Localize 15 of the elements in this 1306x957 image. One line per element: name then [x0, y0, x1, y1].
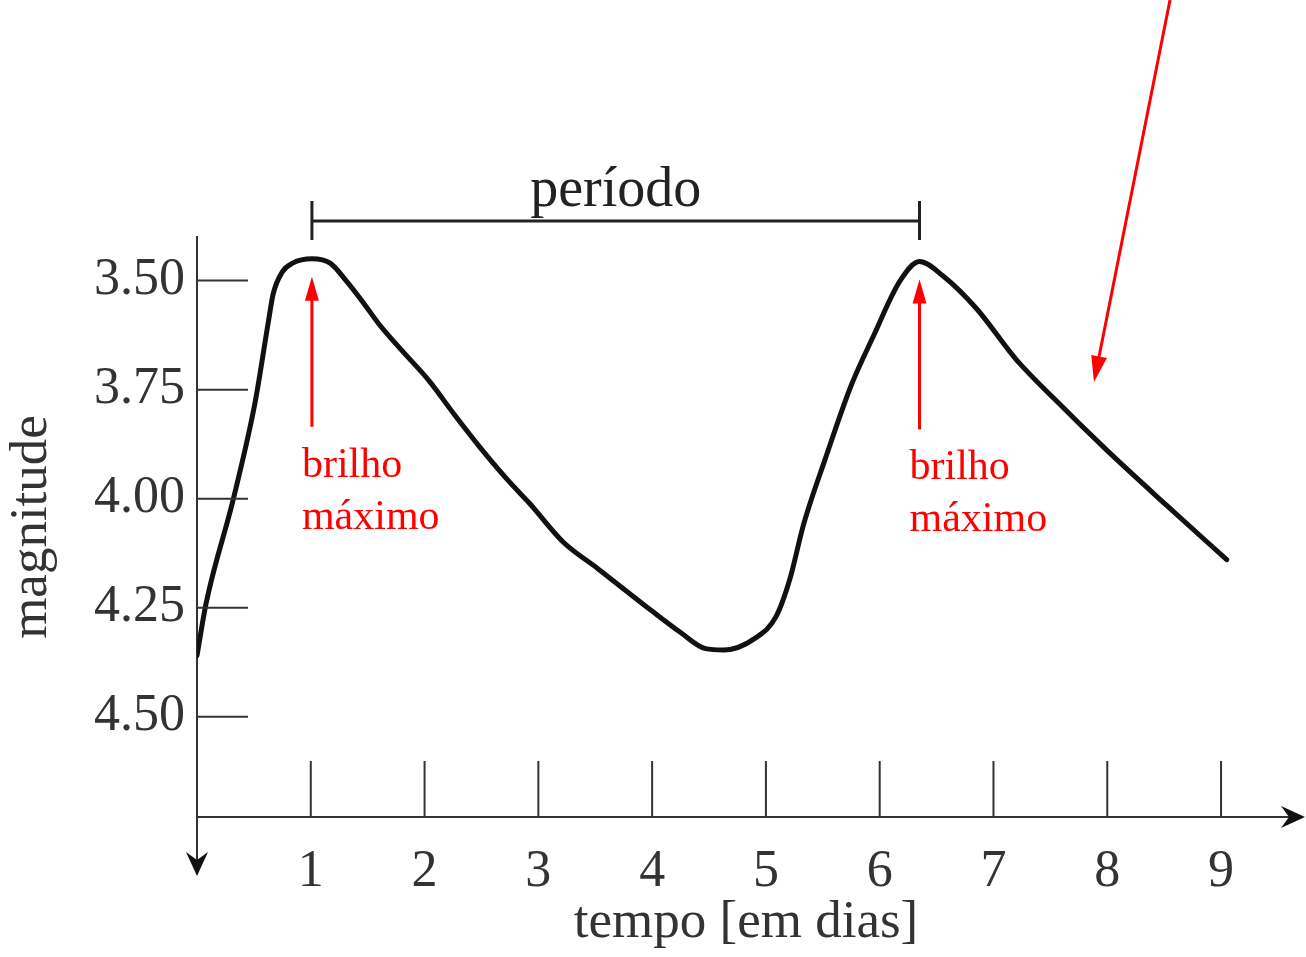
- y-tick-label: 3.50: [94, 248, 185, 306]
- y-tick-label: 4.25: [94, 575, 185, 633]
- y-tick-label: 3.75: [94, 357, 185, 415]
- text: período: [530, 156, 702, 218]
- y-tick-label: 4.00: [94, 466, 185, 524]
- annotation: brilho máximo: [909, 441, 1048, 543]
- x-tick-label: 8: [1094, 839, 1121, 897]
- x-tick-label: 3: [525, 839, 552, 897]
- y-axis-title: magnitude: [0, 415, 57, 639]
- y-tick-label: 4.50: [94, 684, 185, 742]
- x-tick-label: 7: [980, 839, 1007, 897]
- x-tick-label: 1: [297, 839, 324, 897]
- x-tick-label: 2: [411, 839, 438, 897]
- annotation: brilho máximo: [301, 438, 440, 540]
- x-tick-label: 9: [1208, 839, 1235, 897]
